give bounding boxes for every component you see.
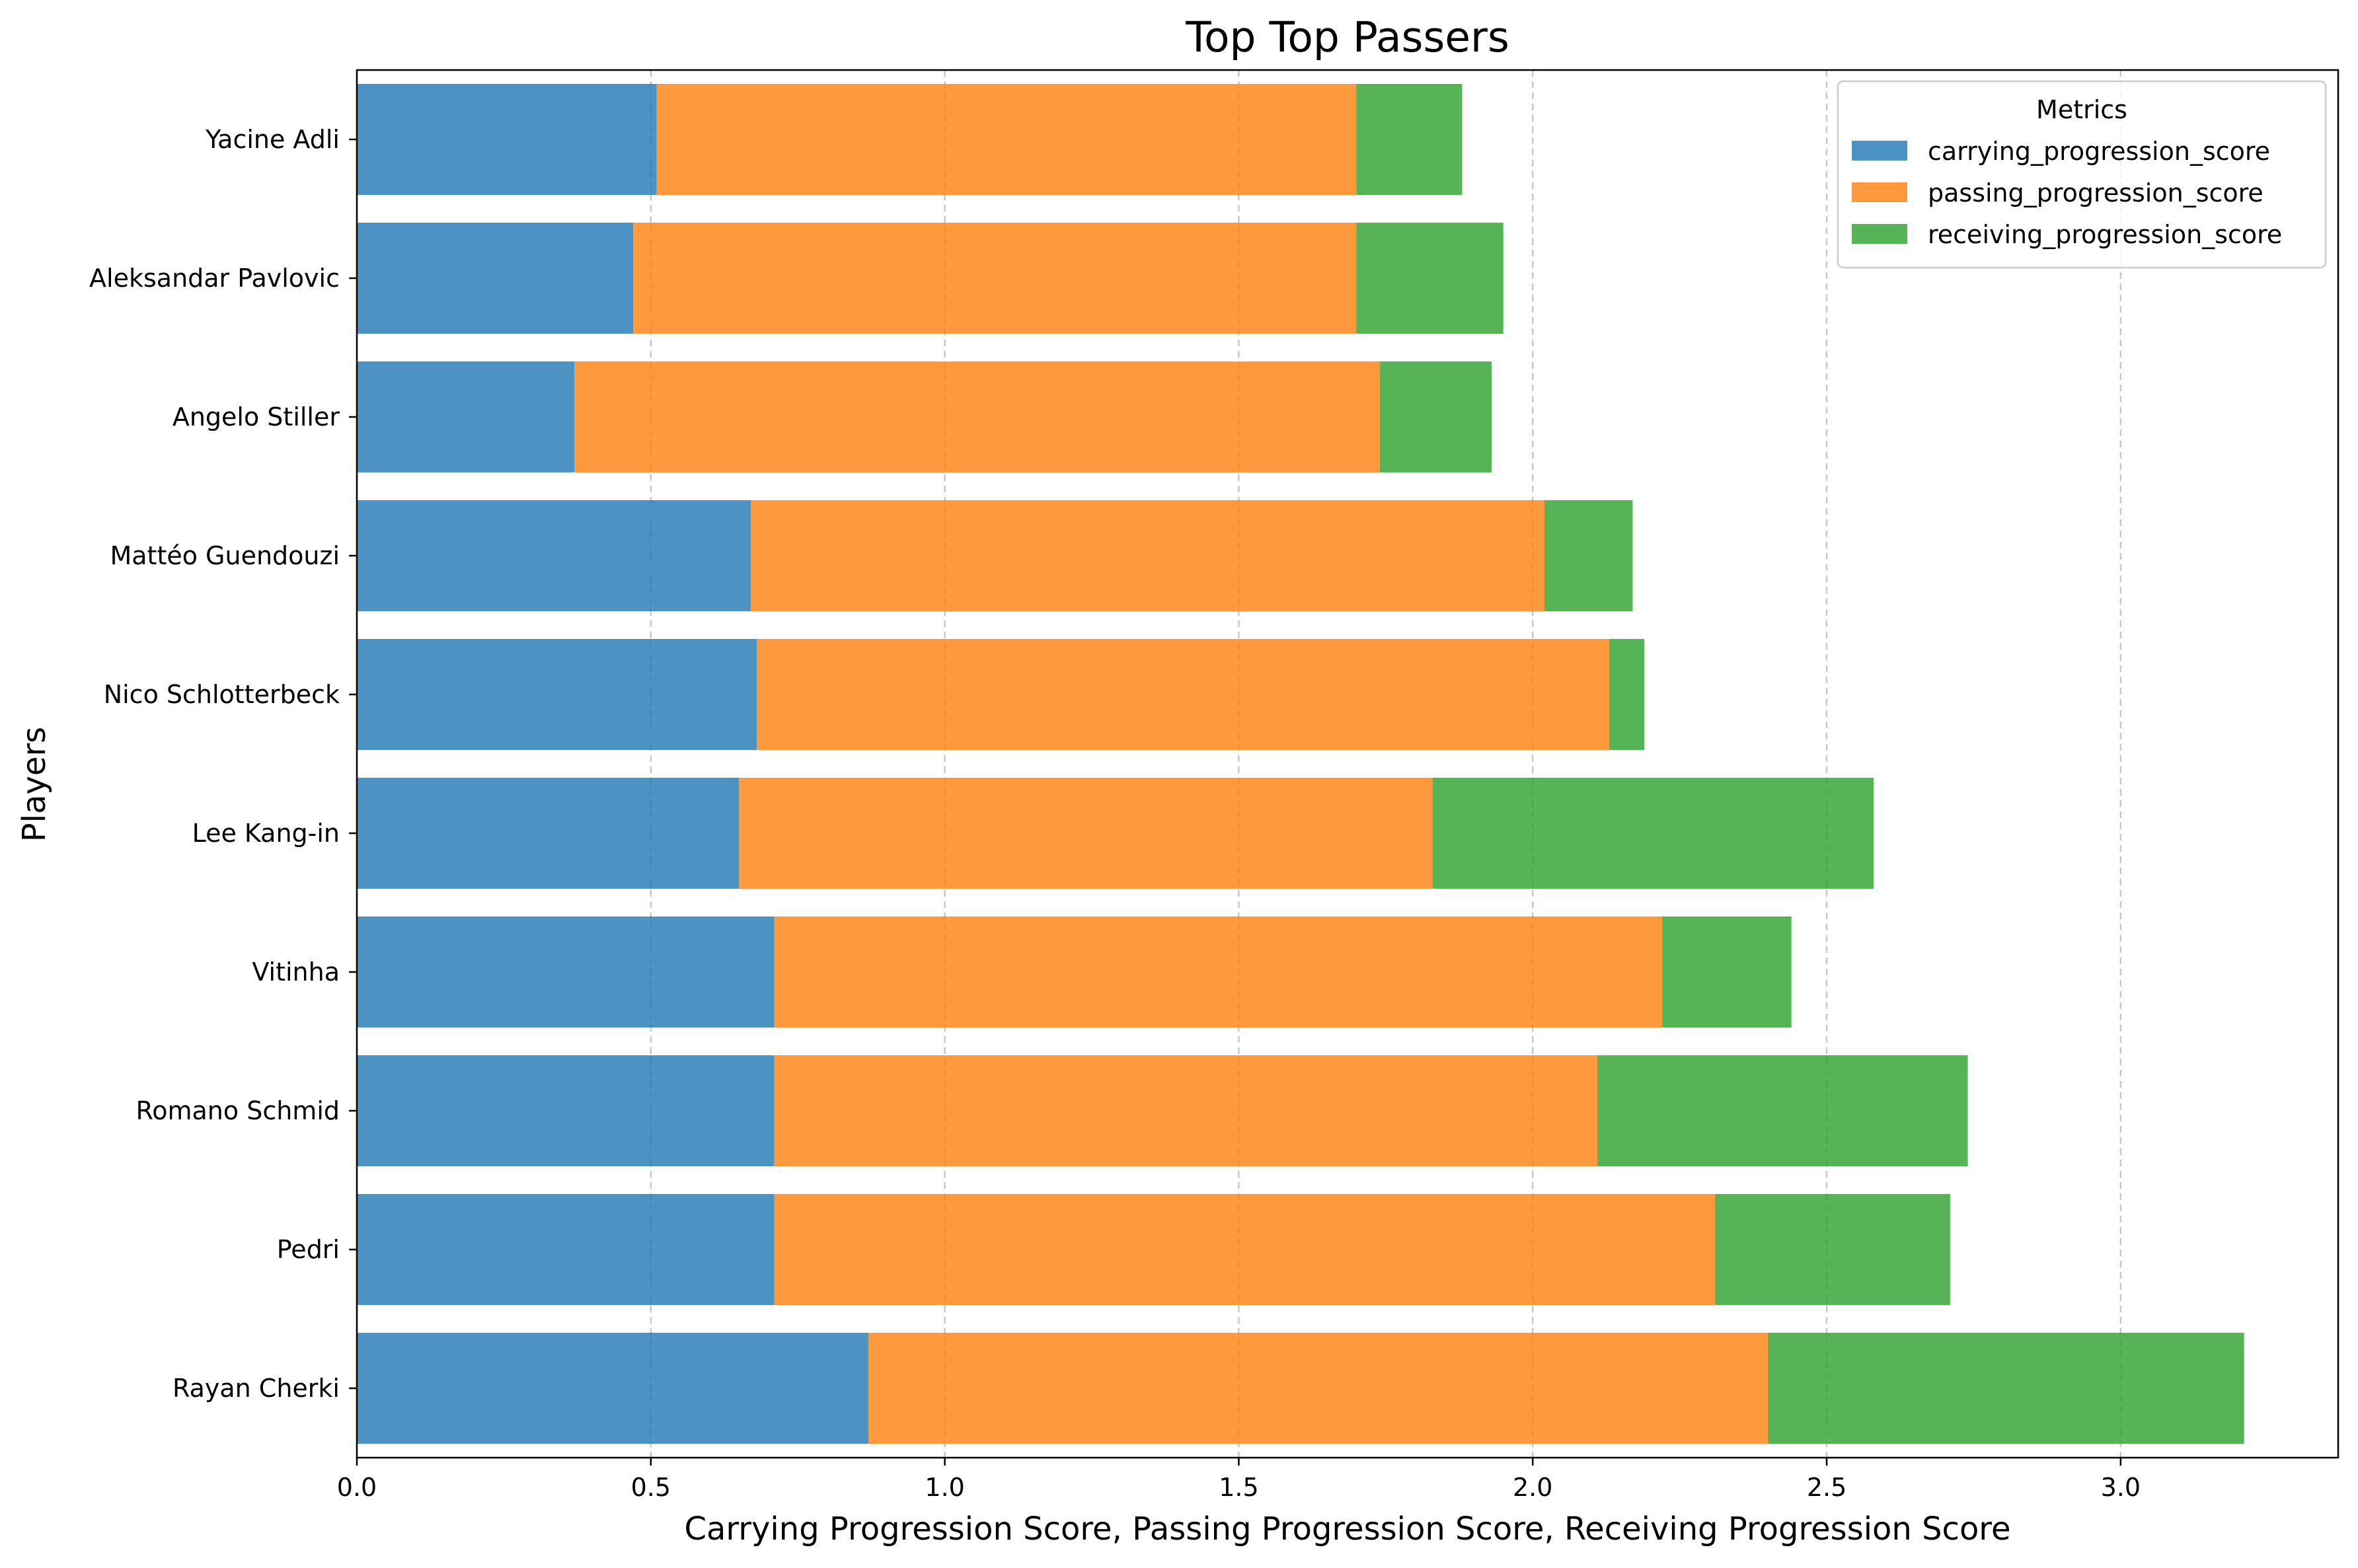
y-tick-label: Yacine Adli <box>205 125 340 154</box>
x-tick-label: 3.0 <box>2101 1473 2141 1502</box>
bar-passing-progression-score-rayan-cherki <box>868 1333 1768 1444</box>
bar-receiving-progression-score-rayan-cherki <box>1768 1333 2244 1444</box>
bar-passing-progression-score-angelo-stiller <box>574 361 1380 472</box>
x-axis-label: Carrying Progression Score, Passing Prog… <box>684 1511 2010 1548</box>
y-tick-label: Aleksandar Pavlovic <box>89 264 340 293</box>
legend-label-carrying-progression-score: carrying_progression_score <box>1928 137 2270 166</box>
bar-carrying-progression-score-pedri <box>357 1194 775 1305</box>
bar-receiving-progression-score-vitinha <box>1661 916 1792 1027</box>
bar-receiving-progression-score-aleksandar-pavlovic <box>1356 223 1503 334</box>
bar-receiving-progression-score-matt-o-guendouzi <box>1544 500 1633 611</box>
bar-carrying-progression-score-yacine-adli <box>357 84 657 195</box>
x-tick-label: 1.5 <box>1219 1473 1258 1502</box>
legend: Metrics carrying_progression_scorepassing… <box>1837 80 2327 269</box>
x-tick-label: 2.5 <box>1807 1473 1846 1502</box>
bar-passing-progression-score-pedri <box>774 1194 1716 1305</box>
chart-title: Top Top Passers <box>1185 13 1509 61</box>
legend-swatch-receiving-progression-score <box>1852 224 1907 244</box>
x-tick-label: 1.0 <box>925 1473 964 1502</box>
bar-carrying-progression-score-angelo-stiller <box>357 361 575 472</box>
bar-carrying-progression-score-nico-schlotterbeck <box>357 639 757 750</box>
y-axis-label: Players <box>16 727 53 842</box>
legend-box <box>1837 80 2327 269</box>
y-tick-label: Angelo Stiller <box>172 402 340 431</box>
y-tick-label: Pedri <box>277 1235 340 1264</box>
x-tick-label: 0.0 <box>337 1473 377 1502</box>
bar-passing-progression-score-yacine-adli <box>656 84 1357 195</box>
bar-receiving-progression-score-nico-schlotterbeck <box>1609 639 1645 750</box>
y-tick-label: Romano Schmid <box>136 1096 340 1125</box>
y-tick-label: Lee Kang-in <box>192 819 340 848</box>
bar-passing-progression-score-aleksandar-pavlovic <box>633 223 1357 334</box>
bar-carrying-progression-score-rayan-cherki <box>357 1333 868 1444</box>
bar-carrying-progression-score-vitinha <box>357 916 775 1027</box>
bar-passing-progression-score-matt-o-guendouzi <box>751 500 1545 611</box>
bar-carrying-progression-score-lee-kang-in <box>357 778 740 889</box>
bar-receiving-progression-score-angelo-stiller <box>1379 361 1492 472</box>
y-tick-label: Rayan Cherki <box>172 1374 340 1403</box>
axes: 0.0 0.5 1.0 1.5 2.0 2.5 3.0 Yacine Adli Aleksand… <box>89 69 2339 1502</box>
legend-swatch-passing-progression-score <box>1852 182 1907 202</box>
bar-carrying-progression-score-aleksandar-pavlovic <box>357 223 634 334</box>
legend-label-passing-progression-score: passing_progression_score <box>1928 178 2263 207</box>
bar-passing-progression-score-lee-kang-in <box>739 778 1433 889</box>
bar-passing-progression-score-vitinha <box>774 916 1662 1027</box>
bar-receiving-progression-score-pedri <box>1715 1194 1950 1305</box>
y-tick-label: Nico Schlotterbeck <box>104 680 340 709</box>
legend-label-receiving-progression-score: receiving_progression_score <box>1928 220 2282 249</box>
plot-frame <box>356 69 2339 1459</box>
legend-title: Metrics <box>2036 95 2127 124</box>
x-tick-label: 0.5 <box>631 1473 671 1502</box>
bar-receiving-progression-score-lee-kang-in <box>1432 778 1874 889</box>
x-tick-label: 2.0 <box>1513 1473 1552 1502</box>
bar-receiving-progression-score-yacine-adli <box>1356 84 1463 195</box>
bar-passing-progression-score-nico-schlotterbeck <box>756 639 1609 750</box>
bar-passing-progression-score-romano-schmid <box>774 1055 1598 1166</box>
y-tick-label: Vitinha <box>252 957 340 987</box>
bar-carrying-progression-score-romano-schmid <box>357 1055 775 1166</box>
bars <box>357 84 2244 1444</box>
legend-swatch-carrying-progression-score <box>1852 141 1907 161</box>
bar-receiving-progression-score-romano-schmid <box>1597 1055 1968 1166</box>
bar-carrying-progression-score-matt-o-guendouzi <box>357 500 751 611</box>
y-tick-label: Mattéo Guendouzi <box>110 541 340 570</box>
